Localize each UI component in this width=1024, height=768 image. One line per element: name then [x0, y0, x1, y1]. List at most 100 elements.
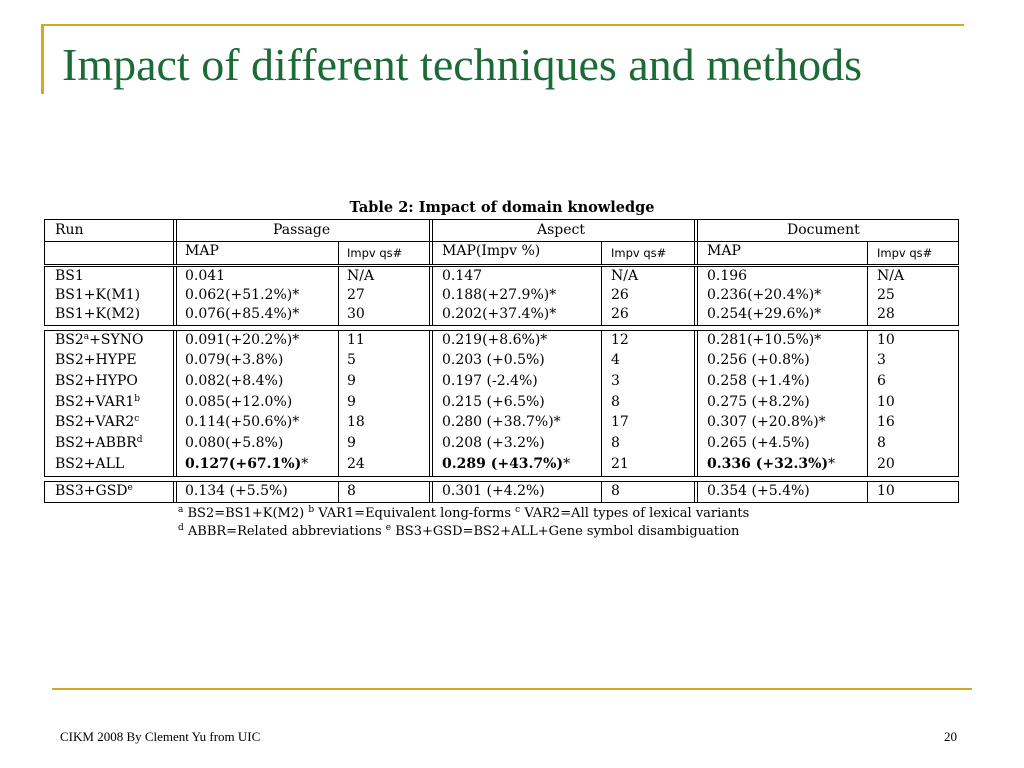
- document-map-cell: 0.254(+29.6%)*: [707, 306, 822, 322]
- document-map-cell: 0.265 (+4.5%): [707, 435, 810, 451]
- document-map-cell: 0.236(+20.4%)*: [707, 287, 822, 303]
- passage-map-cell: 0.076(+85.4%)*: [185, 306, 300, 322]
- col-divider: [338, 482, 339, 502]
- document-impv-cell: 28: [877, 306, 895, 322]
- col-divider: [694, 331, 698, 476]
- header-divider: [45, 241, 958, 242]
- document-impv-cell: 25: [877, 287, 895, 303]
- col-divider: [429, 267, 433, 325]
- col-divider: [173, 220, 177, 264]
- aspect-impv-cell: N/A: [611, 268, 639, 284]
- passage-impv-cell: 18: [347, 414, 365, 430]
- passage-impv-cell: 5: [347, 352, 356, 368]
- aspect-impv-cell: 26: [611, 287, 629, 303]
- document-impv-cell: 10: [877, 394, 895, 410]
- passage-map-cell: 0.134 (+5.5%): [185, 483, 288, 499]
- passage-impv-cell: N/A: [347, 268, 375, 284]
- run-cell: BS1: [55, 268, 84, 284]
- document-map-cell: 0.336 (+32.3%)*: [707, 456, 836, 472]
- col-divider: [429, 220, 433, 264]
- document-map-cell: 0.281(+10.5%)*: [707, 332, 822, 348]
- document-impv-cell: 6: [877, 373, 886, 389]
- document-map-cell: 0.196: [707, 268, 748, 284]
- top-rule: [44, 24, 964, 26]
- footnote-marker: d: [136, 435, 143, 445]
- aspect-impv-cell: 3: [611, 373, 620, 389]
- document-impv-cell: 3: [877, 352, 886, 368]
- passage-map-cell: 0.091(+20.2%)*: [185, 332, 300, 348]
- col-divider: [867, 482, 868, 502]
- document-map-cell: 0.307 (+20.8%)*: [707, 414, 826, 430]
- col-divider: [338, 331, 339, 476]
- aspect-map-cell: 0.289 (+43.7%)*: [442, 456, 571, 472]
- footnote-marker: b: [134, 394, 141, 404]
- run-cell: BS2+VAR2c: [55, 414, 140, 430]
- header-passage-map: MAP: [185, 243, 219, 259]
- passage-impv-cell: 27: [347, 287, 365, 303]
- aspect-map-cell: 0.219(+8.6%)*: [442, 332, 548, 348]
- col-divider: [601, 267, 602, 325]
- footnote-marker: e: [127, 483, 133, 493]
- table-group-2: BS2a+SYNO 0.091(+20.2%)* 11 0.219(+8.6%)…: [44, 330, 959, 477]
- aspect-impv-cell: 8: [611, 394, 620, 410]
- header-document-impv: Impv qs#: [877, 246, 933, 260]
- col-divider: [867, 331, 868, 476]
- aspect-impv-cell: 8: [611, 435, 620, 451]
- col-divider: [601, 482, 602, 502]
- header-aspect-map: MAP(Impv %): [442, 243, 541, 259]
- document-map-cell: 0.256 (+0.8%): [707, 352, 810, 368]
- document-impv-cell: 16: [877, 414, 895, 430]
- table-header: Run Passage Aspect Document MAP Impv qs#…: [44, 219, 959, 265]
- col-divider: [867, 241, 868, 264]
- passage-map-cell: 0.080(+5.8%): [185, 435, 284, 451]
- run-cell: BS2+HYPE: [55, 352, 137, 368]
- col-divider: [601, 331, 602, 476]
- aspect-map-cell: 0.197 (-2.4%): [442, 373, 538, 389]
- passage-impv-cell: 11: [347, 332, 365, 348]
- footnote-marker: a: [83, 332, 90, 342]
- col-divider: [173, 482, 177, 502]
- col-divider: [173, 267, 177, 325]
- col-divider: [694, 267, 698, 325]
- header-aspect: Aspect: [537, 222, 586, 238]
- header-passage-impv: Impv qs#: [347, 246, 403, 260]
- col-divider: [694, 482, 698, 502]
- table-group-3: BS3+GSDe 0.134 (+5.5%) 8 0.301 (+4.2%) 8…: [44, 481, 959, 503]
- run-cell: BS2+HYPO: [55, 373, 138, 389]
- document-map-cell: 0.275 (+8.2%): [707, 394, 810, 410]
- aspect-impv-cell: 12: [611, 332, 629, 348]
- passage-map-cell: 0.041: [185, 268, 226, 284]
- slide-title: Impact of different techniques and metho…: [62, 39, 863, 90]
- passage-map-cell: 0.114(+50.6%)*: [185, 414, 300, 430]
- header-run: Run: [55, 222, 84, 238]
- aspect-map-cell: 0.215 (+6.5%): [442, 394, 545, 410]
- table-group-1: BS1 0.041 N/A 0.147 N/A 0.196 N/A BS1+K(…: [44, 266, 959, 326]
- passage-impv-cell: 8: [347, 483, 356, 499]
- title-accent-bar: [41, 24, 44, 94]
- run-cell: BS2+ALL: [55, 456, 125, 472]
- col-divider: [173, 331, 177, 476]
- col-divider: [338, 267, 339, 325]
- footnote-marker: c: [134, 414, 140, 424]
- col-divider: [694, 220, 698, 264]
- header-passage: Passage: [273, 222, 331, 238]
- aspect-impv-cell: 17: [611, 414, 629, 430]
- aspect-map-cell: 0.280 (+38.7%)*: [442, 414, 561, 430]
- document-impv-cell: 8: [877, 435, 886, 451]
- document-impv-cell: 10: [877, 332, 895, 348]
- passage-impv-cell: 9: [347, 435, 356, 451]
- col-divider: [429, 482, 433, 502]
- col-divider: [601, 241, 602, 264]
- document-map-cell: 0.258 (+1.4%): [707, 373, 810, 389]
- table-caption: Table 2: Impact of domain knowledge: [349, 199, 655, 216]
- document-impv-cell: N/A: [877, 268, 905, 284]
- footer-text: CIKM 2008 By Clement Yu from UIC: [60, 729, 261, 744]
- passage-map-cell: 0.082(+8.4%): [185, 373, 284, 389]
- header-document-map: MAP: [707, 243, 741, 259]
- passage-map-cell: 0.079(+3.8%): [185, 352, 284, 368]
- aspect-map-cell: 0.203 (+0.5%): [442, 352, 545, 368]
- aspect-impv-cell: 21: [611, 456, 629, 472]
- passage-map-cell: 0.085(+12.0%): [185, 394, 293, 410]
- footnote-line: a BS2=BS1+K(M2) b VAR1=Equivalent long-f…: [178, 505, 750, 522]
- header-document: Document: [787, 222, 860, 238]
